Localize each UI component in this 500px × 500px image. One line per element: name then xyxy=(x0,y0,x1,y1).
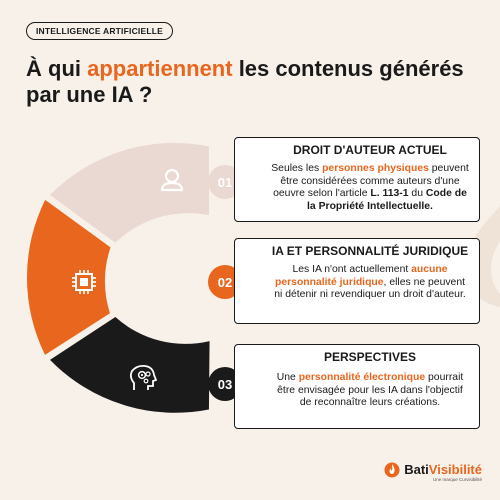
category-tag: INTELLIGENCE ARTIFICIELLE xyxy=(26,22,173,40)
card-droit-auteur: DROIT D'AUTEUR ACTUEL Seules les personn… xyxy=(234,137,480,222)
user-icon xyxy=(160,168,184,192)
text-segment: , elles ne peuvent ni détenir ni revendi… xyxy=(274,276,466,301)
arc-segment-1 xyxy=(50,142,210,243)
text-highlight: personnes physiques xyxy=(322,163,429,174)
card-text: Seules les personnes physiques peuvent ê… xyxy=(271,163,469,213)
text-segment: peuvent être considérées comme auteurs d… xyxy=(273,163,469,200)
text-segment: Seules les xyxy=(271,163,323,174)
brand-name: BatiVisibilité xyxy=(404,462,482,477)
card-ia-personnalite: IA ET PERSONNALITÉ JURIDIQUE Les IA n'on… xyxy=(234,238,480,324)
card-title: IA ET PERSONNALITÉ JURIDIQUE xyxy=(271,244,469,258)
title-part2: les contenus générés par une IA ? xyxy=(26,56,464,107)
text-segment: du xyxy=(408,188,426,200)
title-highlight: appartiennent xyxy=(87,56,233,81)
text-segment: pourrait être envisagée pour les IA dans… xyxy=(277,372,464,409)
brand-logo: BatiVisibilité Une marque Curvisibilité xyxy=(384,460,482,482)
chip-icon xyxy=(72,270,96,294)
text-bold: L. 113-1 xyxy=(370,188,409,200)
card-title: PERSPECTIVES xyxy=(323,350,417,364)
card-text: Les IA n'ont actuellement aucune personn… xyxy=(271,264,469,302)
card-perspectives: PERSPECTIVES Une personnalité électroniq… xyxy=(234,344,480,429)
flame-icon xyxy=(384,462,400,478)
text-bold: Code de la Propriété Intellectuelle. xyxy=(307,188,467,212)
arc-segment-3 xyxy=(50,317,210,413)
page-title: À qui appartiennent les contenus générés… xyxy=(26,56,486,108)
brand-name-a: Bati xyxy=(404,461,429,477)
text-segment: Une xyxy=(276,372,299,383)
title-part1: À qui xyxy=(26,56,88,81)
text-highlight: aucune personnalité juridique xyxy=(275,264,448,288)
ai-head-icon xyxy=(129,364,158,390)
arc-segment-2 xyxy=(26,199,111,355)
brand-subtitle: Une marque Curvisibilité xyxy=(432,477,482,482)
text-highlight: personnalité électronique xyxy=(298,372,426,383)
text-segment: Les IA n'ont actuellement xyxy=(292,264,412,275)
card-text: Une personnalité électronique pourrait ê… xyxy=(271,372,469,410)
card-title: DROIT D'AUTEUR ACTUEL xyxy=(293,143,447,157)
brand-name-b: Visibilité xyxy=(428,461,482,477)
